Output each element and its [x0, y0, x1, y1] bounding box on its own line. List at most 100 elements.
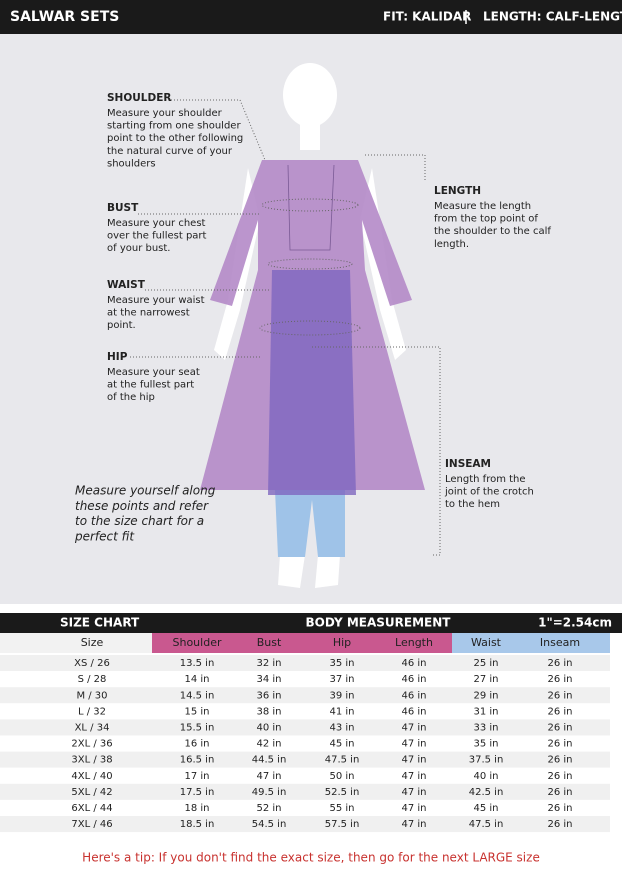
table-cell: 43 in	[329, 722, 354, 733]
table-cell: 35 in	[329, 658, 354, 669]
table-cell: 26 in	[547, 706, 572, 717]
table-cell: 7XL / 46	[71, 819, 112, 830]
table-cell: 18.5 in	[180, 819, 215, 830]
table-cell: XS / 26	[74, 658, 110, 669]
table-row	[0, 671, 610, 688]
table-title: SIZE CHART	[60, 616, 140, 630]
table-row	[0, 703, 610, 720]
annotation-title: WAIST	[107, 279, 146, 291]
table-cell: 39 in	[329, 690, 354, 701]
table-row	[0, 799, 610, 816]
annotation-text: Measure your shoulder	[107, 108, 223, 119]
table-row	[0, 655, 610, 672]
table-cell: 33 in	[473, 722, 498, 733]
annotation-text: the natural curve of your	[107, 146, 233, 157]
annotation-text: Measure the length	[434, 201, 531, 212]
table-cell: 44.5 in	[252, 755, 287, 766]
table-cell: 17 in	[184, 771, 209, 782]
annotation-text: the shoulder to the calf	[434, 226, 551, 237]
table-cell: 26 in	[547, 658, 572, 669]
table-cell: 46 in	[401, 658, 426, 669]
table-cell: 4XL / 40	[71, 771, 112, 782]
column-header: Shoulder	[173, 636, 222, 649]
table-cell: 40 in	[256, 722, 281, 733]
table-cell: 49.5 in	[252, 787, 287, 798]
column-header: Inseam	[540, 636, 580, 649]
table-cell: 26 in	[547, 674, 572, 685]
table-cell: M / 30	[76, 690, 107, 701]
annotation-title: INSEAM	[445, 458, 491, 470]
table-cell: 13.5 in	[180, 658, 215, 669]
annotation-text: at the fullest part	[107, 380, 194, 391]
table-cell: 26 in	[547, 722, 572, 733]
column-header: Waist	[471, 636, 502, 649]
annotation-text: length.	[434, 239, 469, 250]
annotation-text: over the fullest part	[107, 231, 207, 242]
table-cell: 42 in	[256, 739, 281, 750]
table-cell: 47 in	[401, 803, 426, 814]
column-header: Bust	[257, 636, 282, 649]
table-cell: S / 28	[78, 674, 107, 685]
table-cell: 16.5 in	[180, 755, 215, 766]
annotation-text: from the top point of	[434, 214, 538, 225]
table-cell: 35 in	[473, 739, 498, 750]
table-cell: 47 in	[401, 755, 426, 766]
table-cell: 55 in	[329, 803, 354, 814]
table-cell: 46 in	[401, 690, 426, 701]
table-cell: 47.5 in	[469, 819, 504, 830]
table-cell: 52 in	[256, 803, 281, 814]
annotation-text: point to the other following	[107, 133, 243, 144]
table-cell: 52.5 in	[325, 787, 360, 798]
tip: Here's a tip: If you don't find the exac…	[82, 851, 540, 865]
annotation-text: starting from one shoulder	[107, 121, 241, 132]
header-cell	[152, 633, 452, 653]
table-row	[0, 735, 610, 752]
table-cell: 26 in	[547, 819, 572, 830]
annotation-text: Measure your seat	[107, 367, 200, 378]
table-cell: 15 in	[184, 706, 209, 717]
annotations: SHOULDER Measure your shoulder starting fr…	[74, 92, 551, 543]
table-cell: XL / 34	[75, 722, 110, 733]
table-cell: 25 in	[473, 658, 498, 669]
table-cell: 46 in	[401, 674, 426, 685]
table-cell: 32 in	[256, 658, 281, 669]
note-line: to the size chart for a	[75, 514, 204, 528]
annotation-title: LENGTH	[434, 185, 481, 197]
table-cell: 15.5 in	[180, 722, 215, 733]
table-row	[0, 719, 610, 736]
annotation-text: Length from the	[445, 474, 526, 485]
table-cell: 27 in	[473, 674, 498, 685]
table-cell: 16 in	[184, 739, 209, 750]
table-cell: 47.5 in	[325, 755, 360, 766]
table-cell: 26 in	[547, 739, 572, 750]
table-cell: 26 in	[547, 803, 572, 814]
table-cell: 3XL / 38	[71, 755, 112, 766]
table-cell: 17.5 in	[180, 787, 215, 798]
table-cell: 6XL / 44	[71, 803, 112, 814]
table-row	[0, 767, 610, 784]
table-cell: 47 in	[256, 771, 281, 782]
table-row	[0, 783, 610, 800]
table-cell: 26 in	[547, 771, 572, 782]
table-cell: 47 in	[401, 819, 426, 830]
note-line: Measure yourself along	[75, 484, 216, 498]
table-cell: 26 in	[547, 755, 572, 766]
table-cell: 31 in	[473, 706, 498, 717]
annotation-text: Measure your waist	[107, 295, 205, 306]
table-cell: 57.5 in	[325, 819, 360, 830]
table-cell: 41 in	[329, 706, 354, 717]
table-cell: 26 in	[547, 690, 572, 701]
annotation-text: of the hip	[107, 392, 155, 403]
table-cell: 14 in	[184, 674, 209, 685]
annotation-title: BUST	[107, 202, 139, 214]
column-header: Length	[395, 636, 433, 649]
table-header-bar	[0, 613, 622, 633]
table-group: BODY MEASUREMENT	[306, 616, 452, 630]
table-cell: 50 in	[329, 771, 354, 782]
note-line: these points and refer	[75, 499, 209, 513]
note-line: perfect fit	[74, 529, 135, 543]
header-bar	[0, 0, 622, 34]
table-unit: 1"=2.54cm	[538, 616, 612, 630]
column-header: Hip	[333, 636, 351, 649]
